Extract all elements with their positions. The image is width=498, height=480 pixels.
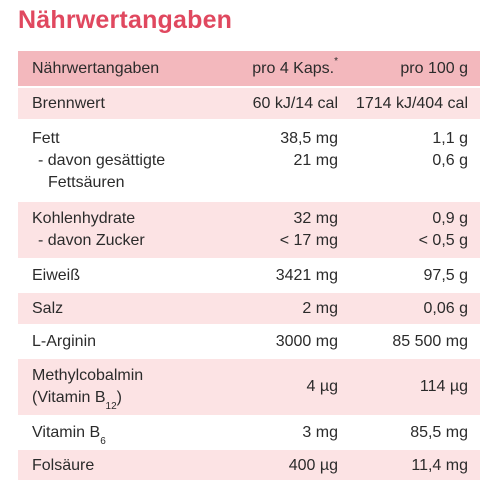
value-main: 0,9 g bbox=[432, 210, 468, 227]
value-per-capsules: 3000 mg bbox=[220, 325, 350, 358]
value-per-capsules: 38,5 mg 21 mg bbox=[220, 120, 350, 201]
table-row: L-Arginin 3000 mg 85 500 mg bbox=[18, 325, 480, 358]
value-per-100g: 114 µg bbox=[350, 358, 480, 416]
nutrient-name: Folsäure bbox=[18, 449, 220, 480]
nutrient-name-suffix: ) bbox=[116, 389, 122, 406]
nutrient-name: Salz bbox=[18, 292, 220, 325]
footnote-mark: * bbox=[334, 56, 338, 68]
nutrient-name: L-Arginin bbox=[18, 325, 220, 358]
value-per-capsules: 2 mg bbox=[220, 292, 350, 325]
nutrient-subname: - davon Zucker bbox=[38, 232, 145, 249]
header-per-capsules: pro 4 Kaps.* bbox=[220, 51, 350, 87]
table-row: Fett - davon gesättigte Fettsäuren 38,5 … bbox=[18, 120, 480, 201]
nutrient-name-main: Kohlenhydrate bbox=[32, 210, 136, 227]
value-per-100g: 85 500 mg bbox=[350, 325, 480, 358]
value-per-100g: 1,1 g 0,6 g bbox=[350, 120, 480, 201]
header-nutrient: Nährwertangaben bbox=[18, 51, 220, 87]
value-per-100g: 1714 kJ/404 cal bbox=[350, 87, 480, 120]
value-per-100g: 85,5 mg bbox=[350, 416, 480, 449]
value-main: 1,1 g bbox=[432, 129, 468, 147]
value-sub: 21 mg bbox=[293, 151, 338, 169]
value-sub: < 0,5 g bbox=[418, 232, 468, 249]
value-sub: < 17 mg bbox=[279, 232, 338, 249]
nutrient-name-subscript: 6 bbox=[100, 435, 106, 447]
table-row: Eiweiß 3421 mg 97,5 g bbox=[18, 259, 480, 292]
nutrition-table: Nährwertangaben pro 4 Kaps.* pro 100 g B… bbox=[18, 51, 480, 480]
value-per-capsules: 3 mg bbox=[220, 416, 350, 449]
value-main: 32 mg bbox=[293, 210, 338, 227]
value-per-capsules: 3421 mg bbox=[220, 259, 350, 292]
table-row: Vitamin B6 3 mg 85,5 mg bbox=[18, 416, 480, 449]
table-row: Salz 2 mg 0,06 g bbox=[18, 292, 480, 325]
nutrient-name-prefix: Vitamin B bbox=[32, 423, 101, 441]
value-per-100g: 11,4 mg bbox=[350, 449, 480, 480]
table-row: Methylcobalmin (Vitamin B12) 4 µg 114 µg bbox=[18, 358, 480, 416]
table-row: Folsäure 400 µg 11,4 mg bbox=[18, 449, 480, 480]
nutrient-subname: - davon gesättigte bbox=[38, 151, 166, 169]
nutrient-name-cont: (Vitamin B12) bbox=[32, 387, 218, 413]
nutrient-name: Methylcobalmin (Vitamin B12) bbox=[18, 358, 220, 416]
nutrient-name: Kohlenhydrate - davon Zucker bbox=[18, 201, 220, 259]
page-title: Nährwertangaben bbox=[18, 6, 233, 34]
value-main: 38,5 mg bbox=[280, 129, 338, 147]
value-sub: 0,6 g bbox=[432, 151, 468, 169]
value-per-capsules: 32 mg < 17 mg bbox=[220, 201, 350, 259]
value-per-capsules: 4 µg bbox=[220, 358, 350, 416]
nutrient-name: Vitamin B6 bbox=[18, 416, 220, 449]
table-header-row: Nährwertangaben pro 4 Kaps.* pro 100 g bbox=[18, 51, 480, 87]
nutrient-name: Brennwert bbox=[18, 87, 220, 120]
nutrient-name-main: Methylcobalmin bbox=[32, 367, 144, 384]
value-per-100g: 0,06 g bbox=[350, 292, 480, 325]
value-per-100g: 0,9 g < 0,5 g bbox=[350, 201, 480, 259]
table-row: Kohlenhydrate - davon Zucker 32 mg < 17 … bbox=[18, 201, 480, 259]
nutrient-name: Fett - davon gesättigte Fettsäuren bbox=[18, 120, 220, 201]
value-per-100g: 97,5 g bbox=[350, 259, 480, 292]
header-per-capsules-label: pro 4 Kaps. bbox=[252, 59, 335, 77]
value-per-capsules: 400 µg bbox=[220, 449, 350, 480]
nutrient-name: Eiweiß bbox=[18, 259, 220, 292]
nutrient-subname-cont: Fettsäuren bbox=[48, 173, 125, 191]
nutrient-name-main: Fett bbox=[32, 129, 60, 147]
table-row: Brennwert 60 kJ/14 cal 1714 kJ/404 cal bbox=[18, 87, 480, 120]
value-per-capsules: 60 kJ/14 cal bbox=[220, 87, 350, 120]
nutrient-name-prefix: (Vitamin B bbox=[32, 389, 106, 406]
header-per-100g: pro 100 g bbox=[350, 51, 480, 87]
nutrient-name-subscript: 12 bbox=[105, 401, 117, 413]
